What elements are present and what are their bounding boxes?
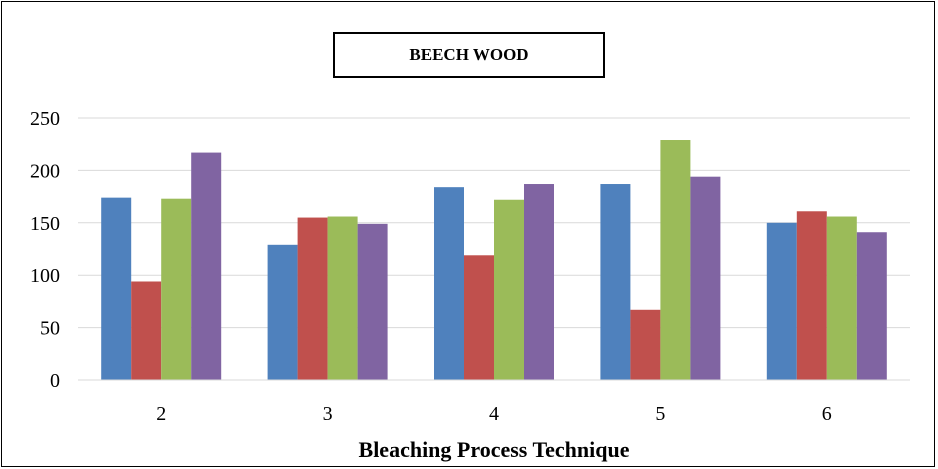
bar: [660, 140, 691, 380]
x-tick-label: 2: [156, 403, 166, 425]
bar: [297, 217, 328, 380]
bar: [690, 176, 721, 380]
x-axis-title: Bleaching Process Technique: [359, 437, 630, 462]
bars: [101, 140, 887, 380]
bar: [161, 198, 192, 380]
y-axis-ticks: 0 50 100 150 200 250: [30, 108, 60, 392]
x-axis-ticks: 2 3 4 5 6: [156, 403, 832, 425]
y-tick-label: 50: [40, 318, 60, 340]
y-tick-label: 200: [30, 160, 60, 182]
bar: [600, 184, 631, 380]
bar: [826, 216, 857, 380]
bar: [191, 152, 222, 380]
x-tick-label: 6: [822, 403, 832, 425]
x-tick-label: 4: [489, 403, 499, 425]
y-tick-label: 250: [30, 108, 60, 130]
x-tick-label: 5: [655, 403, 665, 425]
bar: [494, 199, 524, 380]
bar: [327, 216, 358, 380]
bar: [856, 232, 887, 380]
bar: [766, 222, 797, 380]
bar: [796, 211, 827, 380]
bar: [630, 309, 661, 380]
y-tick-label: 0: [50, 370, 60, 392]
bar: [357, 223, 388, 380]
chart-title: BEECH WOOD: [333, 32, 605, 78]
y-tick-label: 100: [30, 265, 60, 287]
bar: [101, 197, 132, 380]
bar: [434, 187, 464, 380]
x-tick-label: 3: [323, 403, 333, 425]
bar: [524, 184, 554, 380]
bar: [131, 281, 162, 380]
y-tick-label: 150: [30, 213, 60, 235]
bar: [267, 244, 298, 380]
bar: [464, 255, 494, 380]
